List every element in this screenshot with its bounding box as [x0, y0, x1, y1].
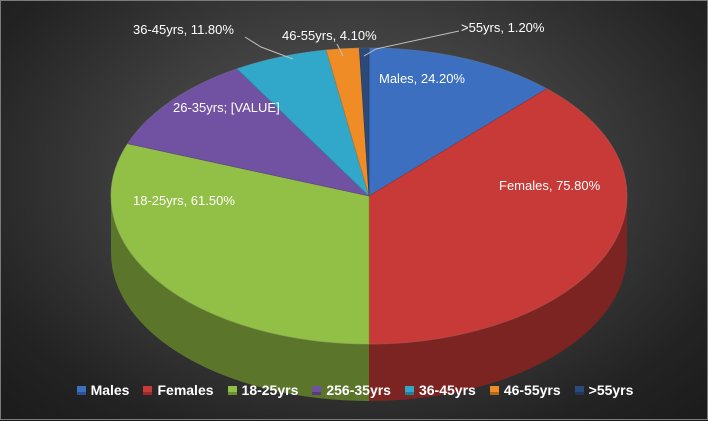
data-label-males: Males, 24.20%	[379, 71, 465, 86]
legend-item-18-25yrs: 18-25yrs	[227, 382, 299, 398]
pie-slice-55yrs	[358, 47, 370, 197]
leader-line-55yrs	[363, 30, 460, 57]
legend-swatch-26-35yrs	[312, 385, 322, 395]
legend-swatch-46-55yrs	[489, 385, 499, 395]
legend-label-females: Females	[157, 382, 214, 398]
legend-swatch-55yrs	[574, 385, 584, 395]
data-label-55yrs: >55yrs, 1.20%	[461, 20, 545, 35]
legend-item-males: Males	[76, 382, 130, 398]
legend-label-26-35yrs: 256-35yrs	[326, 382, 391, 398]
legend-label-46-55yrs: 46-55yrs	[503, 382, 561, 398]
pie-slice-males	[368, 47, 548, 197]
data-label-46-55yrs: 46-55yrs, 4.10%	[282, 28, 377, 43]
pie-slice-26-35yrs	[127, 68, 370, 197]
legend-item-26-35yrs: 256-35yrs	[312, 382, 391, 398]
legend-label-males: Males	[90, 382, 130, 398]
pie-slice-side-18-25yrs	[111, 196, 369, 401]
legend-item-55yrs: >55yrs	[574, 382, 634, 398]
legend-swatch-36-45yrs	[404, 385, 414, 395]
legend-item-females: Females	[143, 382, 214, 398]
legend-label-18-25yrs: 18-25yrs	[241, 382, 299, 398]
pie-slice-side-females	[369, 196, 627, 401]
pie-slice-18-25yrs	[110, 143, 370, 345]
leader-line-36-45yrs	[244, 36, 294, 60]
legend-item-46-55yrs: 46-55yrs	[489, 382, 561, 398]
legend-swatch-18-25yrs	[227, 385, 237, 395]
pie-rim	[110, 47, 628, 345]
leader-line-46-55yrs	[336, 43, 344, 57]
legend-swatch-males	[76, 385, 86, 395]
pie-slice-females	[368, 88, 628, 345]
legend-label-55yrs: >55yrs	[588, 382, 634, 398]
chart-legend: Males Females 18-25yrs 256-35yrs 36-45yrs 46-…	[1, 379, 708, 401]
legend-swatch-females	[143, 385, 153, 395]
data-label-females: Females, 75.80%	[499, 178, 601, 193]
legend-item-36-45yrs: 36-45yrs	[404, 382, 476, 398]
data-label-26-35yrs: 26-35yrs; [VALUE]	[173, 100, 280, 115]
data-label-18-25yrs: 18-25yrs, 61.50%	[133, 193, 235, 208]
legend-label-36-45yrs: 36-45yrs	[418, 382, 476, 398]
data-label-36-45yrs: 36-45yrs, 11.80%	[133, 22, 234, 37]
